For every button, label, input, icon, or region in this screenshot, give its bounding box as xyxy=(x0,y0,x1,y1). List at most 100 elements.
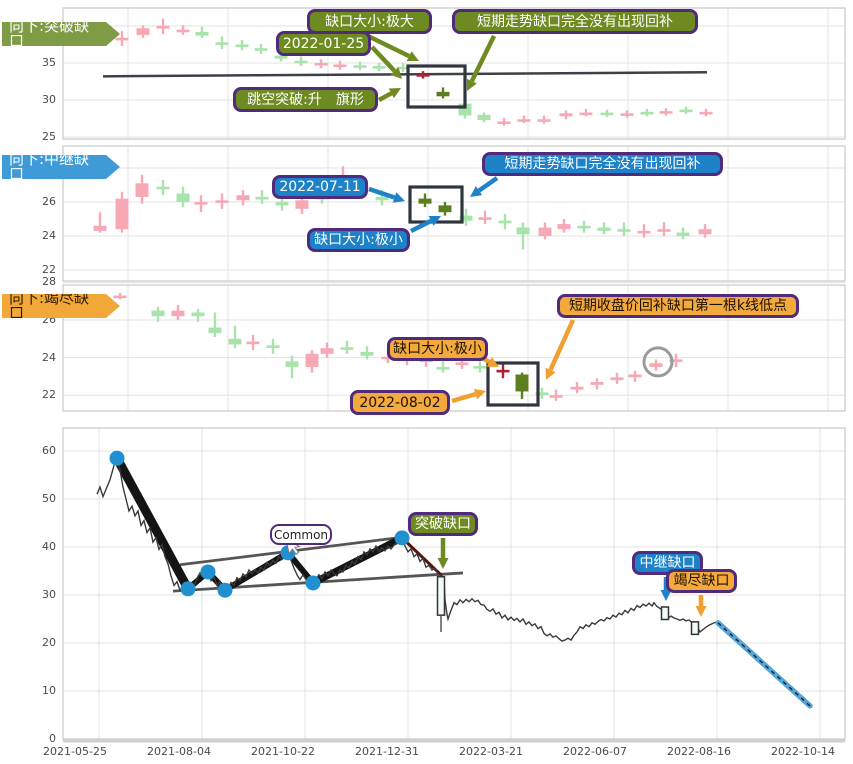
candle xyxy=(600,109,614,118)
candle xyxy=(620,110,634,118)
candle xyxy=(517,115,531,123)
annotation-arrow xyxy=(377,88,401,102)
candle xyxy=(698,224,712,238)
candle xyxy=(459,208,473,226)
pivot-dot xyxy=(394,530,410,546)
candle xyxy=(610,372,624,384)
candle xyxy=(418,193,432,208)
pivot-dot xyxy=(217,582,233,598)
candle xyxy=(333,60,347,70)
candle xyxy=(235,40,249,51)
candle xyxy=(113,292,127,300)
candle xyxy=(372,63,386,72)
candle xyxy=(455,357,469,369)
candle xyxy=(255,190,269,204)
candle xyxy=(294,56,308,66)
candle xyxy=(228,325,242,349)
candle xyxy=(320,342,334,358)
pivot-dot xyxy=(305,575,321,591)
annotation-arrow xyxy=(368,186,405,203)
candle xyxy=(516,222,530,250)
candle xyxy=(315,188,329,204)
candle xyxy=(266,338,280,354)
candle xyxy=(557,219,571,233)
candle xyxy=(559,110,573,120)
candle xyxy=(498,213,512,230)
candle xyxy=(115,191,129,233)
candle xyxy=(577,220,591,233)
candle xyxy=(537,115,551,124)
candle xyxy=(208,312,222,337)
candle xyxy=(549,389,563,401)
candle xyxy=(438,202,452,216)
pivot-dot xyxy=(180,581,196,597)
annotation-arrow xyxy=(437,538,449,569)
trend-segment xyxy=(113,456,192,591)
candle xyxy=(676,227,690,240)
candle xyxy=(657,222,671,236)
candle xyxy=(274,51,288,62)
candle xyxy=(285,355,299,379)
annotation-arrow xyxy=(470,176,499,197)
candle xyxy=(669,353,683,367)
projection-line xyxy=(715,620,813,709)
candle xyxy=(515,372,529,399)
candle xyxy=(305,350,319,373)
candle xyxy=(659,108,673,116)
candle xyxy=(246,335,260,351)
candle xyxy=(535,387,549,399)
gap-marker xyxy=(436,576,446,632)
candle xyxy=(295,195,309,214)
annotation-arrow xyxy=(451,388,486,404)
candle xyxy=(151,306,165,322)
candle xyxy=(649,359,663,371)
candle xyxy=(156,179,170,196)
highlight-circle xyxy=(642,346,674,378)
pivot-dot xyxy=(109,450,125,466)
candle xyxy=(416,71,430,79)
candle xyxy=(314,59,328,69)
panel-border xyxy=(62,284,846,412)
candle xyxy=(156,18,170,35)
candle xyxy=(191,308,205,322)
candle xyxy=(640,108,654,117)
candle xyxy=(478,210,492,225)
candle xyxy=(496,363,510,379)
panel-border xyxy=(62,145,846,282)
candle xyxy=(215,36,229,49)
candle xyxy=(115,31,129,46)
candle xyxy=(579,108,593,117)
candle xyxy=(396,63,410,72)
candle xyxy=(336,166,350,194)
annotation-arrow xyxy=(545,319,576,380)
candle xyxy=(236,190,250,206)
candle xyxy=(419,353,433,367)
candle xyxy=(176,25,190,35)
trend-line xyxy=(102,71,708,78)
candle xyxy=(590,378,604,390)
candle xyxy=(628,370,642,383)
pivot-dot xyxy=(200,564,216,580)
gap-box xyxy=(406,64,467,109)
candle xyxy=(381,350,395,364)
candle xyxy=(135,174,149,204)
candle xyxy=(497,117,511,126)
annotation-arrow xyxy=(409,216,441,234)
annotation-arrow xyxy=(466,35,497,91)
x-axis-baseline xyxy=(63,739,845,743)
annotation-arrow xyxy=(367,33,419,62)
candle xyxy=(215,193,229,209)
annotation-arrow xyxy=(660,577,672,601)
candle xyxy=(473,361,487,373)
candle xyxy=(195,26,209,38)
candle xyxy=(436,87,450,99)
candle xyxy=(617,222,631,236)
candle xyxy=(699,108,713,117)
annotation-arrow xyxy=(370,45,402,79)
candle xyxy=(400,351,414,366)
candle xyxy=(254,43,268,55)
candle xyxy=(597,222,611,235)
candle xyxy=(637,224,651,238)
